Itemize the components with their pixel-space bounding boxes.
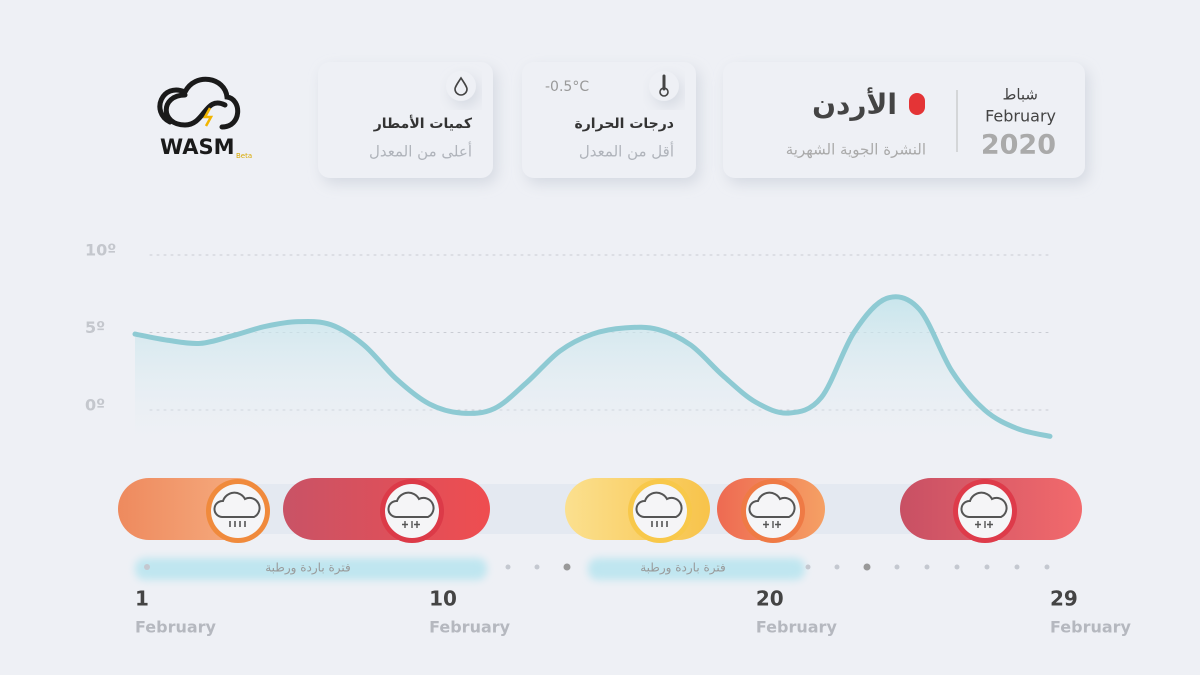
period-label: فترة باردة ورطبة	[265, 561, 351, 576]
x-tick-label: 10	[429, 587, 457, 611]
rain-icon	[446, 71, 476, 101]
y-tick-label: 5º	[85, 318, 105, 337]
event-icon	[953, 479, 1017, 543]
x-tick-label: 1	[135, 587, 149, 611]
drop-icon	[454, 76, 468, 96]
line-area	[135, 296, 1050, 441]
temp-status: أقل من المعدل	[579, 142, 674, 161]
x-tick-label: 20	[756, 587, 784, 611]
logo-name: WASM	[160, 135, 235, 159]
logo: WASM Beta	[157, 76, 252, 160]
title-card	[723, 62, 1085, 178]
line	[132, 294, 1053, 439]
events	[118, 478, 1082, 543]
temp-value: -0.5°C	[545, 79, 589, 95]
month-ar: شباط	[1002, 86, 1038, 104]
event-icon	[380, 479, 444, 543]
event-icon	[741, 479, 805, 543]
rain-title: كميات الأمطار	[373, 115, 473, 132]
event-icon	[206, 479, 270, 543]
logo-badge: Beta	[236, 152, 252, 160]
chart: 0º 5º 10º 1 February 10 February 20 February 29 Fe…	[85, 241, 1132, 637]
x-tick-sublabel: February	[756, 618, 838, 637]
y-tick-label: 10º	[85, 241, 116, 260]
year: 2020	[981, 130, 1056, 161]
x-tick-sublabel: February	[1050, 618, 1132, 637]
period-glow	[135, 558, 487, 580]
period-label: فترة باردة ورطبة	[640, 561, 726, 576]
timeline-dots	[144, 563, 1050, 571]
rain-status: أعلى من المعدل	[369, 142, 472, 161]
event-icon	[628, 479, 692, 543]
temp-title: درجات الحرارة	[574, 116, 674, 132]
subtitle: النشرة الجوية الشهرية	[786, 141, 926, 159]
y-tick-label: 0º	[85, 396, 105, 415]
period-glow	[588, 558, 805, 580]
x-tick-sublabel: February	[135, 618, 217, 637]
status-dot	[909, 93, 925, 115]
x-tick-sublabel: February	[429, 618, 511, 637]
month-en: February	[985, 107, 1056, 126]
country: الأردن	[812, 87, 897, 121]
x-tick-label: 29	[1050, 587, 1078, 611]
